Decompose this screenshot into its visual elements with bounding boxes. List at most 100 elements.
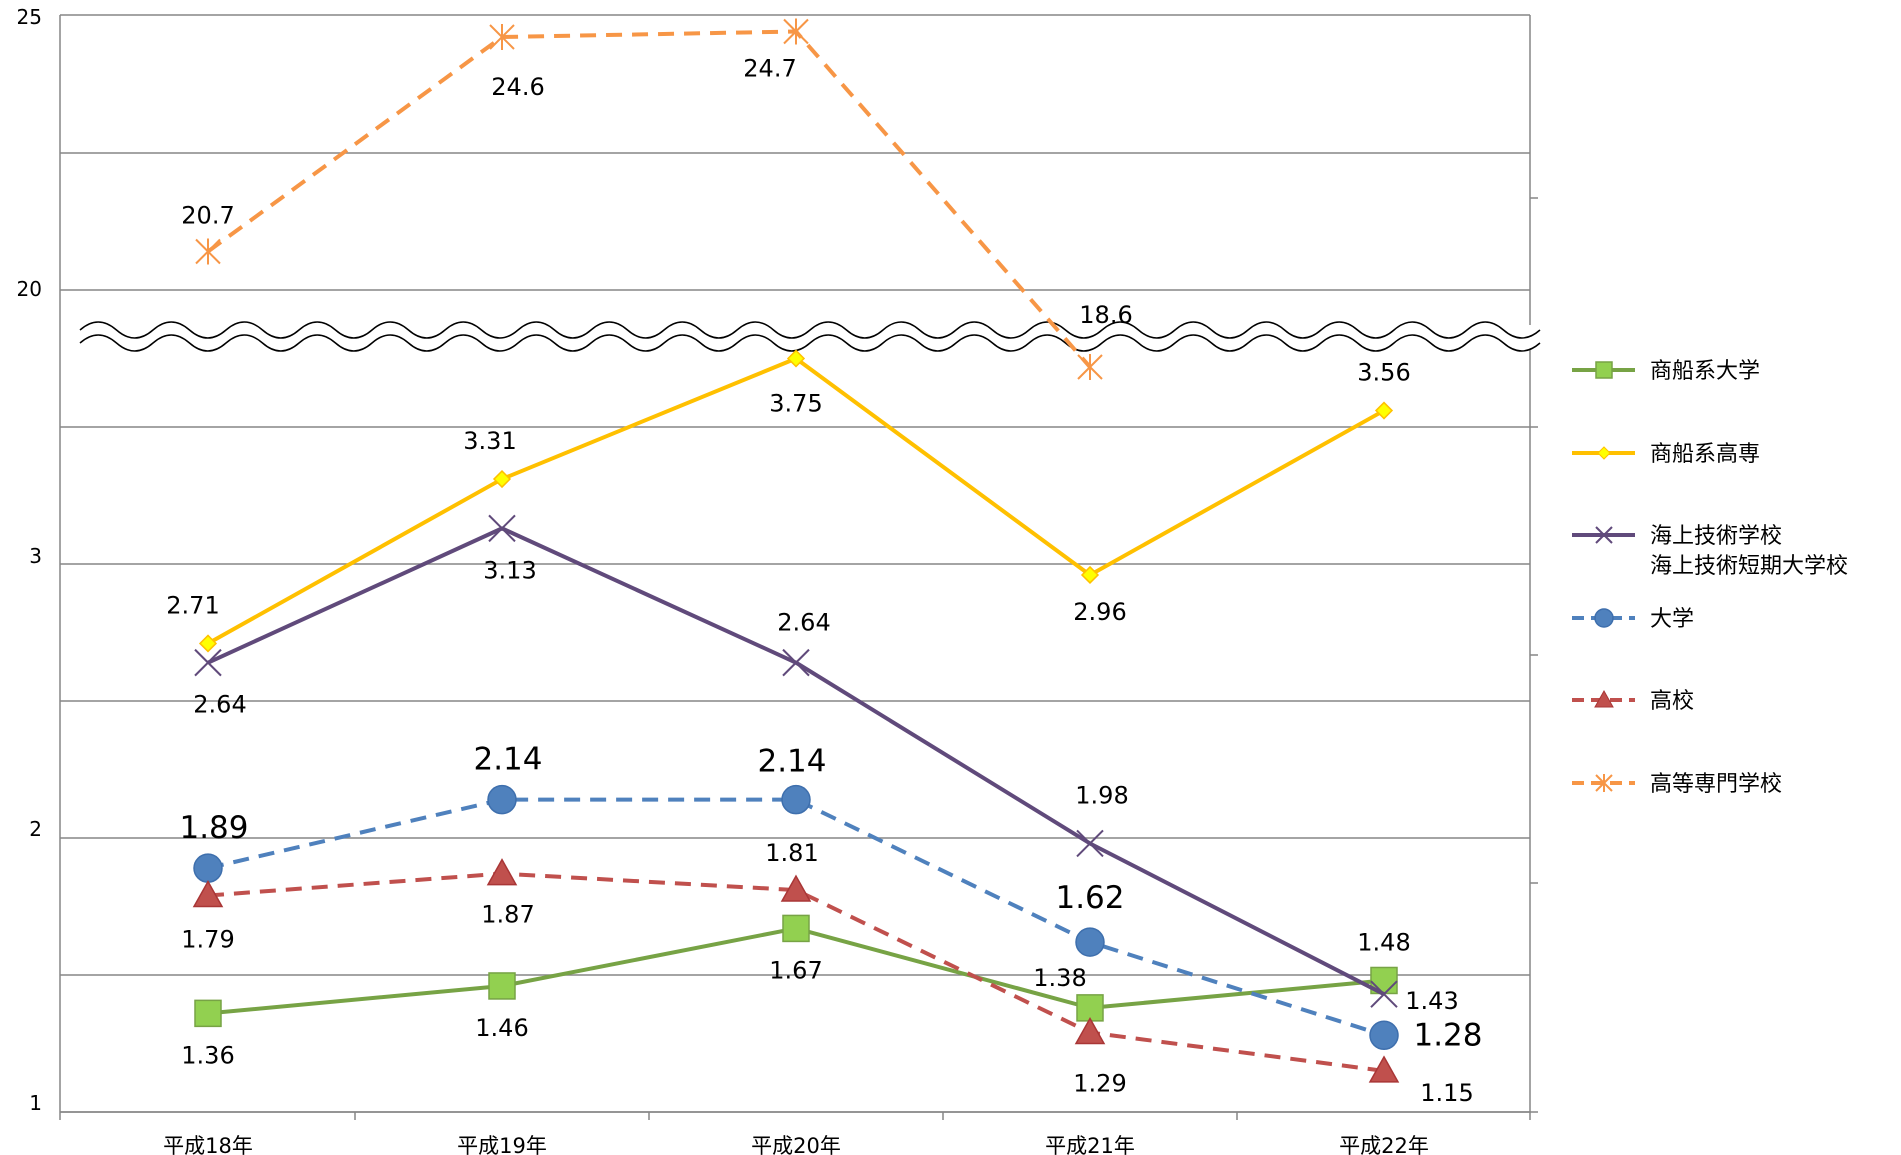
point-1-2 [786,349,806,368]
point-5-3 [1077,354,1103,380]
data-label-5-1: 24.6 [491,73,544,101]
data-label-5-3: 18.6 [1079,301,1132,329]
point-5-2 [783,18,809,45]
y-tick-label-0: 25 [17,5,42,29]
data-label-1-0: 2.71 [166,591,219,619]
legend-entry-4: 高校 [1572,689,1694,714]
y-tick-label-2: 3 [29,544,42,568]
point-2-0 [194,648,222,677]
point-4-0 [192,880,224,908]
legend-marker-0 [1595,361,1613,379]
y-tick-label-1: 20 [17,277,42,301]
point-2-3-b [1076,829,1104,858]
point-4-4 [1368,1055,1400,1083]
series-3 [193,784,1399,1051]
legend-label-3: 大学 [1650,607,1694,632]
point-2-1-b [488,514,516,543]
series-5 [195,18,1103,380]
data-labels: 1.36 1.46 1.67 1.38 1.48 2.71 3.31 3.75 2.96 3.56… [166,55,1482,1107]
point-2-4 [1370,980,1398,1008]
data-label-4-3: 1.29 [1073,1070,1126,1098]
axis-break-line-lower [79,334,1541,352]
point-1-4 [1374,401,1394,420]
legend-marker-1 [1597,446,1611,460]
axis-break [79,321,1541,352]
point-4-1 [486,858,518,886]
x-tick-label-2: 平成20年 [751,1134,841,1155]
point-0-3 [1076,994,1104,1022]
y-tick-label-3: 2 [29,817,42,841]
point-0-0 [194,999,222,1028]
data-label-2-2: 2.64 [777,609,830,637]
data-label-3-4: 1.28 [1413,1017,1482,1053]
legend-label-4: 高校 [1650,689,1694,714]
point-3-2 [781,784,811,815]
data-label-0-1: 1.46 [475,1014,528,1042]
data-label-4-4: 1.15 [1420,1079,1473,1107]
legend-label-0: 商船系大学 [1650,359,1760,384]
series-lines [192,18,1400,1083]
data-label-1-3: 2.96 [1073,598,1126,626]
point-3-3 [1075,927,1105,957]
point-2-2 [782,648,810,677]
data-label-0-0: 1.36 [181,1041,234,1069]
legend-entry-5: 高等専門学校 [1572,772,1782,797]
point-3-1 [487,784,517,815]
data-label-5-0: 20.7 [181,202,234,230]
data-label-1-4: 3.56 [1357,359,1410,387]
x-tick-label-0: 平成18年 [163,1134,253,1155]
point-0-1 [488,972,516,1000]
axis-break-mask [80,325,1540,349]
data-label-3-2: 2.14 [757,744,826,780]
legend-entry-0: 商船系大学 [1572,359,1760,384]
point-4-3 [1074,1017,1106,1045]
point-2-1 [488,514,516,543]
point-1-0 [198,634,218,653]
series-1 [198,349,1394,653]
data-label-0-2: 1.67 [769,956,822,984]
x-tick-label-4: 平成22年 [1339,1134,1429,1155]
data-label-0-4: 1.48 [1357,928,1410,956]
legend-marker-4 [1594,689,1614,708]
data-label-5-2: 24.7 [743,55,796,83]
data-label-0-3: 1.38 [1033,964,1086,992]
legend-entry-3: 大学 [1572,607,1694,632]
point-0-2 [782,914,810,943]
legend-label-2-line2: 海上技術短期大学校 [1650,554,1848,579]
axes: 25 20 3 2 1 平成18年 平成19年 平成20年 平成21年 平成22年 [17,5,1541,1155]
point-1-3 [1080,565,1100,585]
legend-marker-2-b [1595,526,1613,544]
point-1-1 [492,469,512,489]
data-label-1-2: 3.75 [769,390,822,418]
data-label-3-1: 2.14 [473,742,542,778]
data-label-1-1: 3.31 [463,427,516,455]
series-4 [192,858,1400,1083]
point-5-0 [195,238,221,265]
series-2 [194,514,1398,1008]
data-label-2-4: 1.43 [1405,987,1458,1015]
point-5-1 [489,24,515,50]
series-line-3 [207,797,1385,1038]
data-label-2-3: 1.98 [1075,781,1128,809]
legend-label-2: 海上技術学校 [1650,524,1782,549]
data-label-3-0: 1.89 [179,810,248,846]
legend-label-5: 高等専門学校 [1650,772,1782,797]
point-4-2 [780,874,812,902]
x-tick-label-1: 平成19年 [457,1134,547,1155]
legend-label-1: 商船系高専 [1650,442,1760,467]
data-label-4-0: 1.79 [181,926,234,954]
point-3-0 [193,853,223,883]
data-label-3-3: 1.62 [1055,880,1124,916]
data-label-2-0: 2.64 [193,691,246,719]
y-tick-label-4: 1 [29,1091,42,1115]
x-tick-label-3: 平成21年 [1045,1134,1135,1155]
series-0 [194,914,1398,1028]
point-2-2-b [782,648,810,677]
point-2-3 [1076,829,1104,858]
point-3-4 [1369,1020,1399,1051]
data-label-4-2: 1.81 [765,839,818,867]
series-line-4 [207,871,1385,1073]
